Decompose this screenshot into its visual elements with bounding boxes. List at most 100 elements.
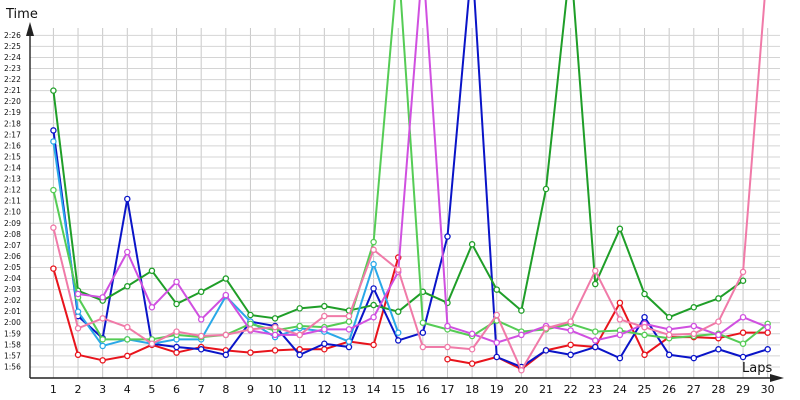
y-tick-label: 2:09 [4, 219, 21, 228]
data-point [394, 308, 402, 315]
x-tick-label: 25 [638, 383, 652, 396]
data-point [739, 313, 747, 321]
data-point [715, 318, 722, 325]
data-point [124, 283, 131, 290]
y-tick-label: 2:04 [4, 274, 21, 283]
data-point [518, 307, 525, 314]
x-tick-label: 13 [342, 383, 356, 396]
series-1 [50, 0, 771, 371]
x-tick-label: 1 [50, 383, 57, 396]
grid [30, 28, 780, 378]
y-tick-label: 2:05 [4, 263, 21, 272]
data-point [567, 318, 574, 325]
y-tick-label: 2:25 [4, 42, 21, 51]
data-point [567, 341, 574, 349]
data-point [370, 301, 377, 309]
data-point [50, 224, 57, 231]
data-point [50, 87, 57, 94]
data-point [715, 346, 722, 353]
data-point [99, 315, 106, 322]
data-point [296, 331, 303, 339]
data-point [690, 330, 698, 338]
data-point [641, 313, 648, 321]
y-tick-label: 1:59 [4, 329, 21, 338]
axes [26, 22, 784, 382]
data-point [444, 233, 451, 240]
data-point [567, 351, 574, 359]
data-point [690, 304, 698, 311]
data-point [345, 312, 353, 320]
data-point [616, 299, 624, 307]
data-point [321, 302, 328, 310]
data-point [74, 325, 82, 332]
data-point [665, 326, 673, 333]
data-point [616, 331, 624, 339]
data-point [247, 320, 254, 328]
y-tick-label: 2:15 [4, 152, 21, 161]
data-point [321, 346, 328, 353]
data-point [592, 337, 599, 344]
y-tick-label: 2:18 [4, 119, 21, 128]
x-tick-label: 27 [687, 383, 701, 396]
x-tick-label: 12 [317, 383, 331, 396]
data-point [99, 342, 106, 350]
data-point [444, 322, 451, 330]
data-point [99, 336, 106, 343]
data-point [296, 351, 303, 359]
data-point [739, 340, 747, 347]
series-line [52, 0, 768, 368]
data-point [124, 248, 131, 256]
data-point [271, 315, 279, 322]
x-tick-label: 17 [440, 383, 454, 396]
series-0 [50, 254, 771, 373]
y-tick-label: 1:58 [4, 340, 21, 349]
data-point [345, 338, 353, 345]
y-tick-label: 2:03 [4, 285, 21, 294]
data-point [370, 341, 377, 349]
data-point [665, 331, 673, 339]
data-point [222, 331, 230, 339]
x-tick-label: 22 [564, 383, 578, 396]
data-point [148, 340, 156, 347]
data-point [271, 323, 279, 331]
data-point [641, 323, 648, 331]
data-point [542, 347, 550, 354]
data-point [370, 238, 377, 246]
data-point [764, 329, 771, 336]
data-point [739, 268, 747, 276]
data-point [493, 353, 500, 361]
data-point [739, 329, 747, 336]
data-point [74, 290, 82, 298]
x-tick-label: 16 [416, 383, 430, 396]
data-point [321, 340, 328, 347]
x-tick-label: 15 [391, 383, 405, 396]
data-point [394, 266, 402, 273]
data-point [296, 322, 303, 330]
data-point [173, 349, 180, 356]
data-point [493, 339, 500, 346]
x-tick-label: 24 [613, 383, 627, 396]
data-point [321, 312, 328, 320]
data-point [493, 311, 500, 319]
data-point [641, 290, 648, 298]
series-layer [50, 0, 771, 374]
series-line [77, 0, 769, 344]
data-point [419, 319, 427, 326]
data-point [173, 300, 180, 308]
data-point [197, 332, 205, 340]
data-point [641, 331, 648, 339]
y-tick-label: 2:01 [4, 307, 21, 316]
data-point [715, 295, 722, 302]
data-point [468, 330, 476, 338]
x-tick-label: 4 [124, 383, 131, 396]
y-tick-labels: 1:56 1:57 1:58 1:59 2:00 2:01 2:02 2:03 2:04 2:05… [4, 31, 21, 372]
x-tick-label: 23 [588, 383, 602, 396]
data-point [222, 275, 230, 282]
series-6 [50, 0, 766, 374]
data-point [370, 285, 377, 292]
data-point [493, 286, 500, 293]
data-point [690, 354, 698, 362]
data-point [518, 367, 525, 374]
data-point [592, 267, 599, 275]
data-point [641, 351, 648, 359]
